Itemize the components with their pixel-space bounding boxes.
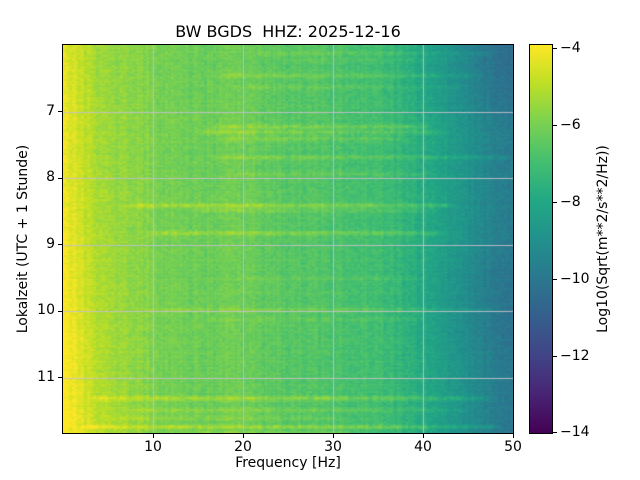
x-tick-mark: [242, 434, 244, 438]
y-tick-label: 8: [46, 169, 55, 185]
y-tick-mark: [58, 311, 62, 312]
colorbar-tick-label: −8: [560, 194, 581, 210]
colorbar-tick-mark: [553, 125, 557, 126]
y-tick-mark: [58, 377, 62, 378]
colorbar-tick-label: −4: [560, 40, 581, 56]
colorbar: [529, 44, 553, 434]
y-tick-label: 11: [37, 369, 55, 385]
x-tick-mark: [332, 434, 334, 438]
x-tick-label: 10: [144, 439, 162, 455]
x-tick-mark: [512, 434, 514, 438]
y-tick-label: 9: [46, 236, 55, 252]
y-tick-mark: [58, 178, 62, 179]
colorbar-tick-label: −6: [560, 117, 581, 133]
colorbar-tick-mark: [553, 48, 557, 49]
colorbar-tick-mark: [553, 356, 557, 357]
x-tick-label: 40: [414, 439, 432, 455]
colorbar-tick-label: −14: [560, 424, 590, 440]
colorbar-label: Log10(Sqrt(m**2/s**2/Hz)): [595, 145, 611, 333]
spectrogram-canvas: [63, 45, 513, 433]
x-tick-mark: [152, 434, 154, 438]
plot-area: [62, 44, 514, 434]
x-tick-label: 20: [234, 439, 252, 455]
y-tick-mark: [58, 111, 62, 112]
x-tick-mark: [422, 434, 424, 438]
y-tick-mark: [58, 244, 62, 245]
colorbar-gradient: [530, 45, 552, 433]
y-tick-label: 10: [37, 302, 55, 318]
x-tick-label: 30: [324, 439, 342, 455]
y-tick-label: 7: [46, 103, 55, 119]
plot-title: BW BGDS HHZ: 2025-12-16: [175, 22, 401, 41]
colorbar-tick-label: −10: [560, 271, 590, 287]
x-axis-label: Frequency [Hz]: [235, 455, 341, 471]
colorbar-tick-mark: [553, 279, 557, 280]
colorbar-tick-label: −12: [560, 348, 590, 364]
y-axis-label: Lokalzeit (UTC + 1 Stunde): [15, 144, 31, 334]
x-tick-label: 50: [504, 439, 522, 455]
colorbar-tick-mark: [553, 202, 557, 203]
colorbar-tick-mark: [553, 432, 557, 433]
